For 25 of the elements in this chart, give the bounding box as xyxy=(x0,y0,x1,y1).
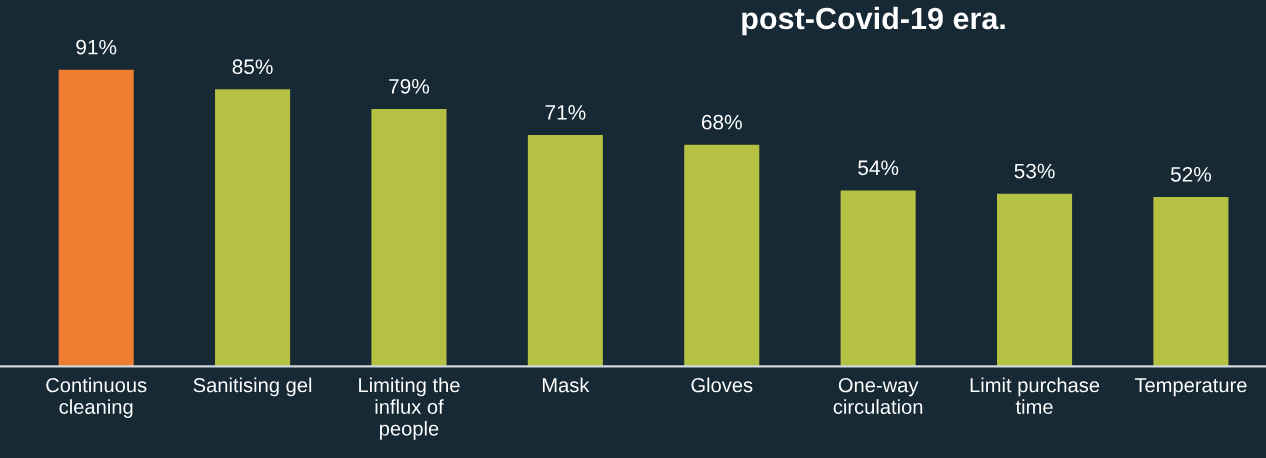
bar xyxy=(840,190,916,367)
bar xyxy=(371,108,447,367)
bar xyxy=(215,89,291,367)
x-tick-label: Sanitising gel xyxy=(193,377,312,397)
bar xyxy=(527,134,603,367)
data-label: 85% xyxy=(232,59,273,75)
bar xyxy=(58,69,134,367)
x-tick-label: One-way circulation xyxy=(833,378,923,414)
x-tick-label: Gloves xyxy=(691,377,753,393)
x-tick-label: Limit purchase time xyxy=(970,377,1100,414)
data-label: 53% xyxy=(1014,163,1055,179)
data-label: 52% xyxy=(1170,166,1212,182)
x-tick-label: Continuous cleaning xyxy=(46,377,147,418)
x-tick-label: Temperature xyxy=(1134,378,1247,397)
x-tick-label: Limiting the influx of people xyxy=(359,377,460,440)
data-label: 79% xyxy=(389,78,430,94)
chart-title: post-Covid-19 era. xyxy=(742,6,1005,36)
bar xyxy=(684,144,760,367)
x-tick-label: Mask xyxy=(542,377,590,393)
bar xyxy=(1153,196,1229,367)
data-label: 54% xyxy=(858,160,899,176)
data-label: 71% xyxy=(545,105,586,120)
data-label: 91% xyxy=(76,39,117,55)
bar xyxy=(997,193,1073,367)
data-label: 68% xyxy=(701,114,742,130)
